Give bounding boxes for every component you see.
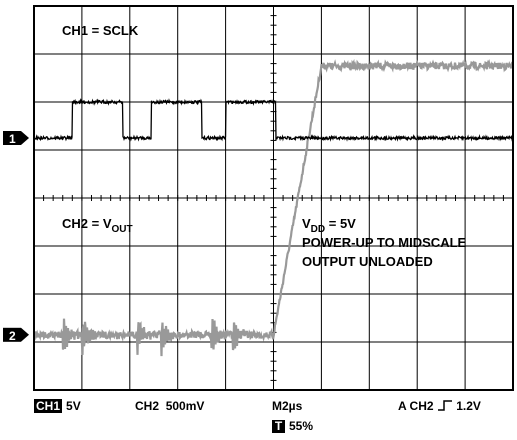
t-badge: T (272, 420, 285, 433)
ch2-scale: 500mV (165, 399, 205, 413)
ch1-scale: 5V (66, 399, 81, 413)
ch1-badge: CH1 (34, 399, 63, 413)
ch2-label: CH2 (135, 399, 160, 413)
ch2-marker-label: 2 (9, 329, 16, 343)
vdd-annotation: VDD = 5V (302, 216, 356, 235)
ch1-series-label: CH1 = SCLK (62, 23, 139, 38)
trigger-source: A CH2 (398, 399, 434, 413)
ch1-scale-readout: CH1 5V (34, 399, 81, 413)
ch1-sclk-trace (33, 98, 514, 142)
ch2-vout-trace (32, 58, 514, 357)
t-position: 55% (289, 419, 314, 433)
ch2-scale-readout: CH2 500mV (135, 399, 204, 413)
output-unloaded-annotation: OUTPUT UNLOADED (302, 254, 433, 269)
ch2-series-label: CH2 = VOUT (62, 216, 133, 235)
ch2-marker-box (3, 327, 21, 342)
ch1-marker-label: 1 (9, 132, 16, 146)
ch1-marker-arrow (21, 131, 29, 145)
trigger-readout: A CH2 1.2V (398, 399, 481, 413)
rising-edge-icon (437, 400, 452, 411)
power-up-annotation: POWER-UP TO MIDSCALE (302, 235, 467, 250)
trigger-level: 1.2V (456, 399, 481, 413)
graticule-border (33, 5, 514, 391)
ch1-marker-box (3, 131, 21, 145)
ch2-marker-arrow (21, 327, 29, 342)
timebase-readout: M2µs (272, 399, 303, 413)
trigger-position-readout: T 55% (272, 419, 313, 433)
